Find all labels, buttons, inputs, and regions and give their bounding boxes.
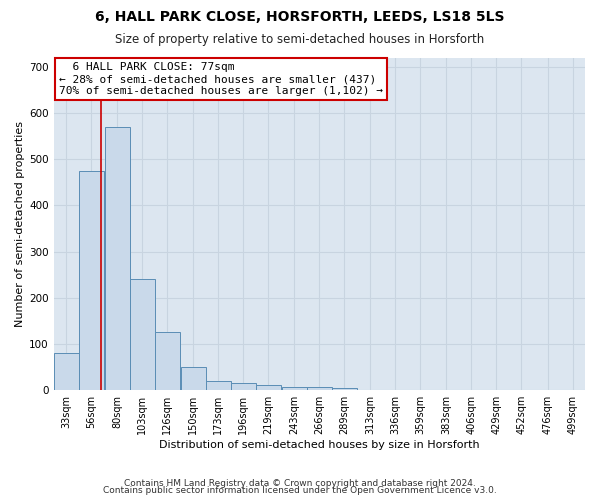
Bar [231, 384, 256, 390]
Bar [105, 127, 130, 390]
Text: Contains public sector information licensed under the Open Government Licence v3: Contains public sector information licen… [103, 486, 497, 495]
Text: Contains HM Land Registry data © Crown copyright and database right 2024.: Contains HM Land Registry data © Crown c… [124, 478, 476, 488]
Text: 6, HALL PARK CLOSE, HORSFORTH, LEEDS, LS18 5LS: 6, HALL PARK CLOSE, HORSFORTH, LEEDS, LS… [95, 10, 505, 24]
Y-axis label: Number of semi-detached properties: Number of semi-detached properties [15, 121, 25, 327]
Bar [155, 332, 179, 390]
Bar [181, 367, 206, 390]
Bar [332, 388, 357, 390]
Bar [307, 388, 332, 390]
Text: Size of property relative to semi-detached houses in Horsforth: Size of property relative to semi-detach… [115, 32, 485, 46]
Bar [79, 170, 104, 390]
Bar [53, 353, 79, 390]
Bar [130, 280, 155, 390]
Bar [256, 384, 281, 390]
X-axis label: Distribution of semi-detached houses by size in Horsforth: Distribution of semi-detached houses by … [159, 440, 479, 450]
Bar [282, 386, 307, 390]
Bar [206, 381, 231, 390]
Text: 6 HALL PARK CLOSE: 77sqm
← 28% of semi-detached houses are smaller (437)
70% of : 6 HALL PARK CLOSE: 77sqm ← 28% of semi-d… [59, 62, 383, 96]
